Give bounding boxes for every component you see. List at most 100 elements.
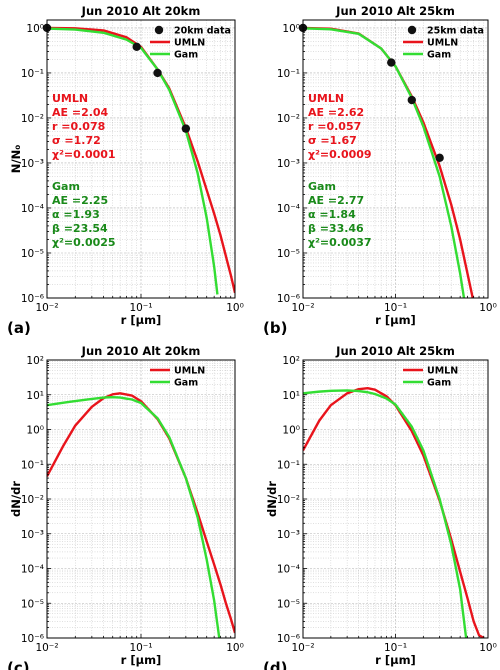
x-tick-label: 10⁻²	[35, 302, 58, 314]
panel-label: (c)	[7, 659, 30, 670]
grid	[303, 360, 488, 638]
series-line-gam	[47, 27, 219, 295]
y-tick-label: 10⁰	[282, 425, 300, 437]
chart-panel-d: 10⁻² 10⁻¹ 10⁰ 10² 10¹ 10⁰ 10⁻¹ 10⁻² 10⁻³ 10⁻⁴ 10⁻⁵…	[263, 344, 497, 670]
x-axis-label: r [μm]	[121, 313, 162, 327]
chart-panel-b: 10⁻² 10⁻¹ 10⁰ 10⁰ 10⁻¹ 10⁻² 10⁻³ 10⁻⁴ 10⁻⁵ 10⁻⁶ Ju…	[263, 4, 497, 337]
legend-label: 20km data	[174, 26, 231, 37]
y-tick-label: 10⁻¹	[277, 459, 300, 471]
y-tick-label: 10⁰	[26, 23, 44, 35]
y-tick-label: 10⁻⁴	[21, 203, 44, 215]
y-tick-label: 10⁻⁴	[277, 203, 300, 215]
x-tick-label: 10⁻¹	[129, 302, 152, 314]
y-axis-label: N/N₀	[9, 145, 23, 174]
umln-fit-text: χ²=0.0001	[52, 148, 116, 161]
data-point	[407, 95, 416, 105]
y-tick-label: 10⁻⁶	[21, 293, 44, 305]
y-tick-label: 10⁻¹	[21, 459, 44, 471]
data-point	[181, 124, 191, 133]
gam-fit-text: χ²=0.0037	[308, 236, 372, 249]
legend-label: 25km data	[427, 26, 484, 37]
y-tick-label: 10⁰	[282, 23, 300, 35]
y-tick-label: 10⁻²	[277, 494, 300, 506]
panel-label: (a)	[7, 319, 31, 337]
series-line-umln	[303, 386, 485, 638]
x-tick-label: 10⁻²	[35, 642, 58, 654]
panel-label: (d)	[263, 659, 287, 670]
x-axis-label: r [μm]	[375, 313, 416, 327]
y-tick-label: 10¹	[26, 390, 44, 402]
y-tick-label: 10⁻⁵	[277, 598, 300, 610]
x-tick-label: 10⁻¹	[129, 642, 152, 654]
x-tick-label: 10⁻¹	[384, 642, 407, 654]
chart-panel-a: 10⁻² 10⁻¹ 10⁰ 10⁰ 10⁻¹ 10⁻² 10⁻³ 10⁻⁴ 10⁻⁵ 10⁻⁶ Ju…	[7, 4, 244, 337]
umln-fit-text: σ =1.72	[52, 134, 101, 147]
umln-fit-text: UMLN	[308, 92, 344, 105]
series-line-gam	[47, 396, 221, 638]
data-point	[435, 153, 444, 163]
gam-fit-text: β =33.46	[308, 222, 364, 235]
y-axis-label: dN/dr	[265, 481, 279, 517]
legend-label: Gam	[174, 50, 198, 61]
y-tick-label: 10⁻⁵	[21, 598, 44, 610]
grid	[47, 20, 235, 298]
y-tick-label: 10⁰	[26, 425, 44, 437]
chart-title: Jun 2010 Alt 20km	[81, 344, 201, 358]
legend-label: Gam	[427, 50, 451, 61]
gam-fit-text: Gam	[52, 180, 80, 193]
chart-title: Jun 2010 Alt 20km	[81, 4, 201, 18]
y-tick-label: 10⁻²	[21, 494, 44, 506]
x-tick-label: 10⁻¹	[384, 302, 407, 314]
y-tick-label: 10⁻⁵	[21, 248, 44, 260]
umln-fit-text: AE =2.04	[52, 106, 109, 119]
y-tick-label: 10⁻⁶	[21, 633, 44, 645]
legend-marker	[154, 25, 164, 35]
y-tick-label: 10⁻⁶	[277, 633, 300, 645]
y-tick-label: 10²	[282, 355, 300, 367]
y-tick-label: 10⁻¹	[21, 68, 44, 80]
y-tick-label: 10⁻³	[277, 158, 300, 170]
legend-label: UMLN	[174, 366, 205, 377]
legend-label: UMLN	[174, 38, 205, 49]
y-tick-label: 10⁻³	[21, 158, 44, 170]
y-tick-label: 10⁻²	[21, 113, 44, 125]
gam-fit-text: AE =2.77	[308, 194, 364, 207]
y-axis-label: dN/dr	[9, 481, 23, 517]
x-axis-label: r [μm]	[121, 653, 162, 667]
legend-marker	[407, 25, 417, 35]
y-tick-label: 10²	[26, 355, 44, 367]
x-tick-label: 10⁰	[479, 642, 497, 654]
umln-fit-text: UMLN	[52, 92, 88, 105]
gam-fit-text: α =1.84	[308, 208, 356, 221]
chart-panel-c: 10⁻² 10⁻¹ 10⁰ 10² 10¹ 10⁰ 10⁻¹ 10⁻² 10⁻³ 10⁻⁴ 10⁻⁵…	[7, 344, 244, 670]
legend-label: UMLN	[427, 366, 458, 377]
gam-fit-text: Gam	[308, 180, 336, 193]
x-tick-label: 10⁻²	[291, 642, 314, 654]
y-tick-label: 10¹	[282, 390, 300, 402]
series-line-gam	[303, 389, 468, 638]
umln-fit-text: r =0.078	[52, 120, 105, 133]
legend-label: Gam	[427, 378, 451, 389]
x-axis-label: r [μm]	[375, 653, 416, 667]
curves	[47, 392, 235, 638]
y-tick-label: 10⁻⁶	[277, 293, 300, 305]
y-tick-label: 10⁻⁴	[277, 564, 300, 576]
legend-label: Gam	[174, 378, 198, 389]
umln-fit-text: σ =1.67	[308, 134, 357, 147]
y-tick-label: 10⁻¹	[277, 68, 300, 80]
y-tick-label: 10⁻⁵	[277, 248, 300, 260]
y-tick-label: 10⁻²	[277, 113, 300, 125]
chart-title: Jun 2010 Alt 25km	[335, 344, 455, 358]
gam-fit-text: AE =2.25	[52, 194, 108, 207]
gam-fit-text: α =1.93	[52, 208, 100, 221]
y-tick-label: 10⁻⁴	[21, 564, 44, 576]
x-tick-label: 10⁻²	[291, 302, 314, 314]
panel-label: (b)	[263, 319, 287, 337]
curves	[303, 386, 485, 638]
umln-fit-text: r =0.057	[308, 120, 361, 133]
data-point	[132, 42, 141, 52]
